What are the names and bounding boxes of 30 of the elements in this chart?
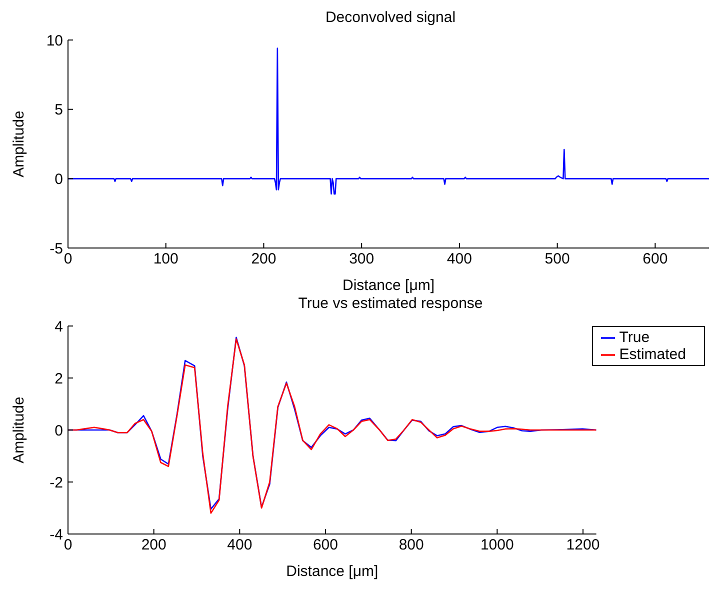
y-tick-label: 10	[46, 32, 63, 50]
y-tick-label: 2	[54, 370, 63, 388]
y-tick-label: -5	[50, 240, 63, 258]
x-axis-title: Distance [μm]	[286, 563, 378, 580]
x-tick-label: 1000	[480, 536, 514, 554]
x-tick-label: 800	[398, 536, 424, 554]
x-tick-label: 400	[446, 250, 472, 268]
y-tick-label: -4	[50, 526, 63, 544]
x-tick-label: 200	[141, 536, 166, 554]
y-tick-label: -2	[50, 474, 63, 492]
chart-title: Deconvolved signal	[324, 8, 457, 28]
x-axis-title: Distance [μm]	[342, 277, 434, 294]
y-tick-label: 4	[54, 318, 63, 336]
legend-label: Estimated	[619, 346, 686, 363]
y-tick-label: 0	[54, 170, 63, 188]
x-tick-label: 200	[251, 250, 276, 268]
x-tick-label: 400	[227, 536, 252, 554]
y-tick-label: 5	[54, 102, 63, 119]
line-series	[68, 48, 709, 195]
chart-title: True vs estimated response	[297, 294, 484, 314]
x-tick-label: 500	[544, 250, 570, 268]
y-axis-title: Amplitude	[10, 110, 28, 178]
y-axis-title: Amplitude	[10, 396, 28, 464]
x-tick-label: 600	[642, 250, 668, 268]
x-tick-label: 300	[349, 250, 374, 268]
x-tick-label: 100	[153, 250, 178, 268]
y-tick-label: 0	[54, 422, 63, 440]
x-tick-label: 600	[312, 536, 338, 554]
legend-label: True	[619, 329, 650, 346]
x-tick-label: 1200	[566, 536, 600, 554]
